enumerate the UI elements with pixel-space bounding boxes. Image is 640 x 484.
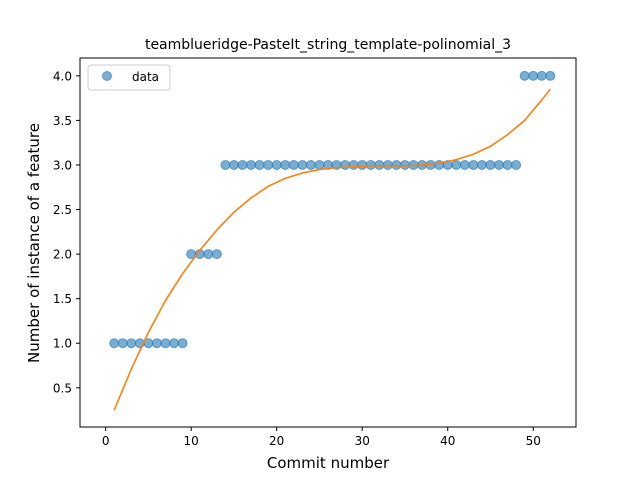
y-axis-label: Number of instance of a feature [25,123,43,363]
data-point [382,159,393,170]
x-tick-label: 30 [355,434,370,448]
series-layer [109,70,556,411]
chart-title: teamblueridge-PasteIt_string_template-po… [145,37,511,53]
data-point [374,159,385,170]
data-point [476,159,487,170]
data-point [280,159,291,170]
data-point [485,159,496,170]
x-tick-label: 50 [526,434,541,448]
data-point [271,159,282,170]
y-tick-label: 1.0 [53,337,72,351]
data-point [297,159,308,170]
data-point [494,159,505,170]
legend: data [87,64,171,91]
x-axis-label: Commit number [267,454,390,472]
data-point [177,338,188,349]
y-tick-label: 3.5 [53,114,72,128]
data-point [536,70,547,81]
data-point [288,159,299,170]
data-point [237,159,248,170]
y-tick-label: 2.0 [53,248,72,262]
y-tick-label: 0.5 [53,381,72,395]
data-point [126,338,137,349]
legend-label-data: data [132,70,159,84]
y-tick-label: 1.5 [53,292,72,306]
x-tick-label: 40 [440,434,455,448]
data-point [348,159,359,170]
data-point [502,159,513,170]
data-point [391,159,402,170]
y-tick-label: 4.0 [53,69,72,83]
data-point [220,159,231,170]
legend-marker-data [102,71,112,81]
data-point [117,338,128,349]
x-tick-label: 20 [269,434,284,448]
fit-curve [113,88,551,411]
data-point [357,159,368,170]
axes-layer: 0 10 20 30 40 50 0.5 1.0 1.5 2.0 2.5 3.0 3.5 4.0 [53,69,541,448]
data-point [451,159,462,170]
data-point [151,338,162,349]
data-point [305,159,316,170]
data-point [528,70,539,81]
data-point [365,159,376,170]
data-point [519,70,530,81]
y-tick-label: 2.5 [53,203,72,217]
data-point [160,338,171,349]
data-point [246,159,257,170]
data-point [511,159,522,170]
data-point [228,159,239,170]
data-point [545,70,556,81]
data-point [254,159,265,170]
plot-frame [79,57,577,428]
x-tick-label: 0 [102,434,110,448]
data-point [169,338,180,349]
data-point [203,249,214,260]
data-point [263,159,274,170]
data-point [314,159,325,170]
x-tick-label: 10 [184,434,199,448]
y-tick-label: 3.0 [53,158,72,172]
data-point [109,338,120,349]
data-point [459,159,470,170]
data-point [468,159,479,170]
data-point [211,249,222,260]
